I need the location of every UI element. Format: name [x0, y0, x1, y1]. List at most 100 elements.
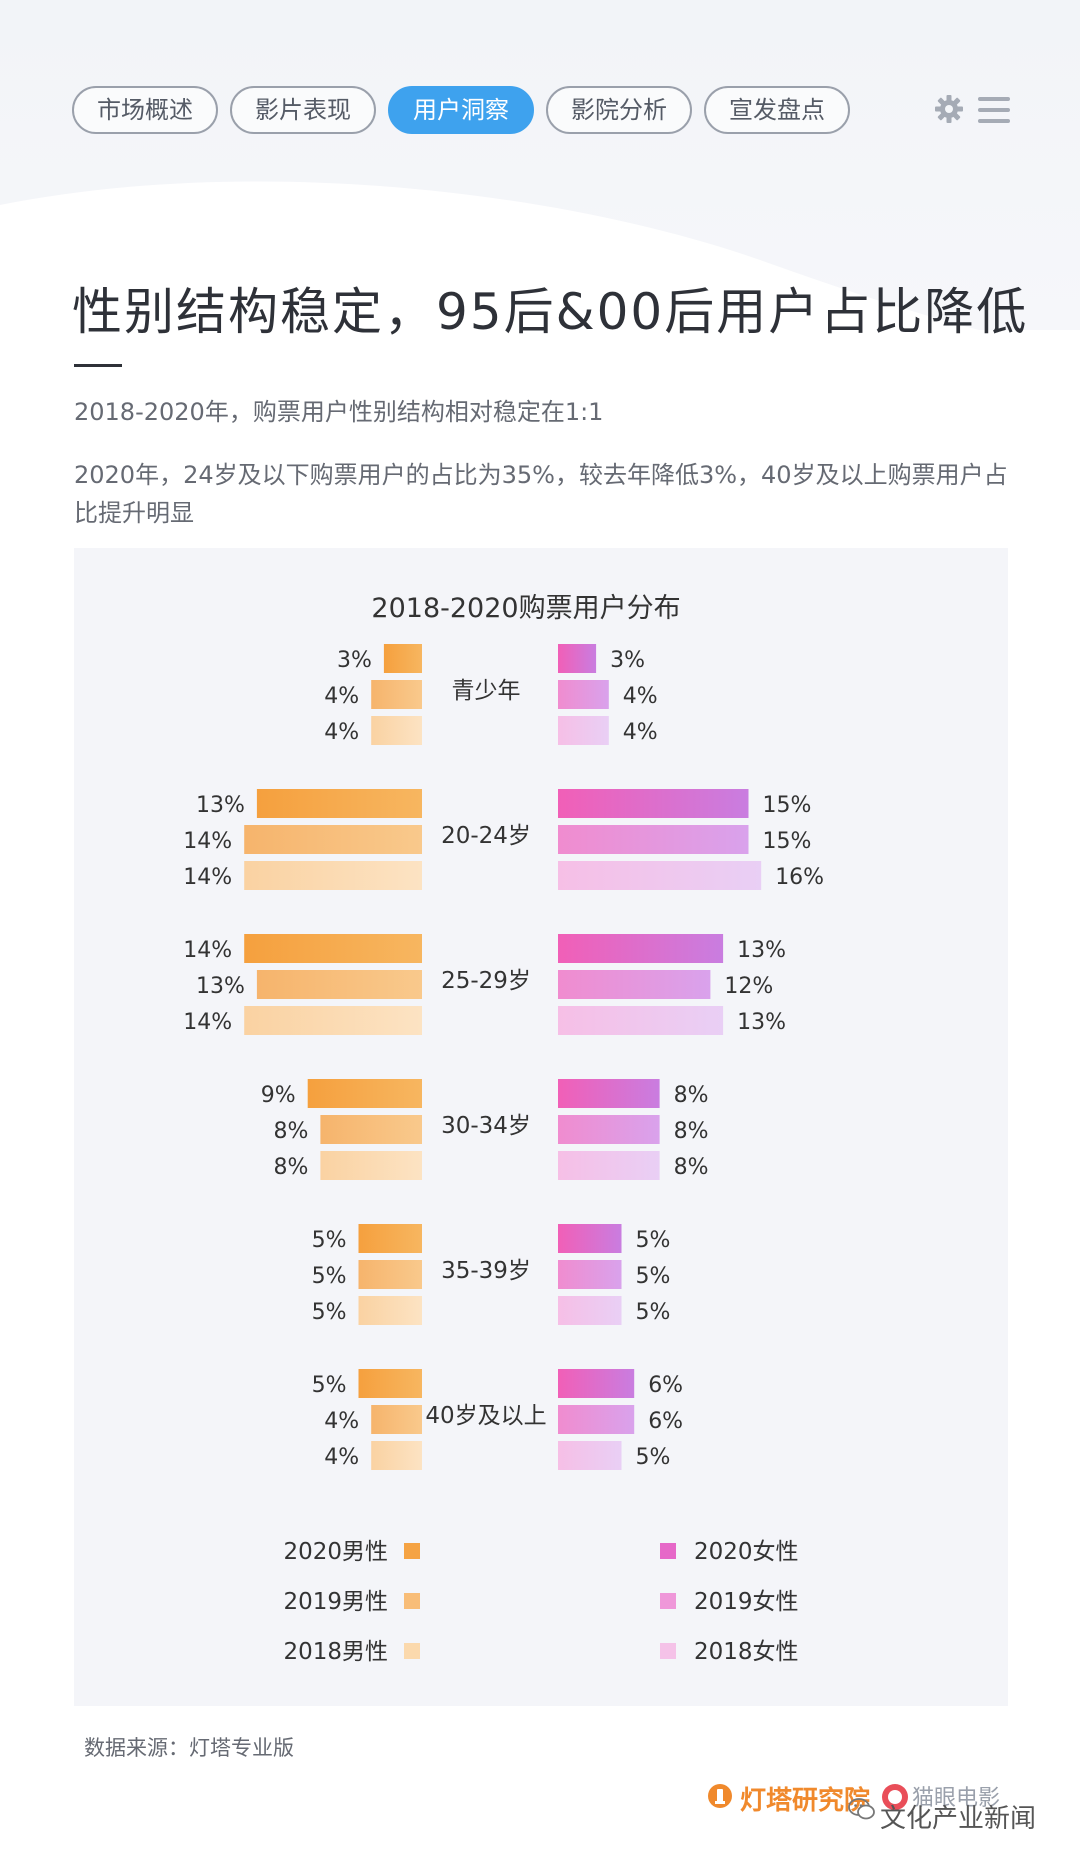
data-label: 13% — [737, 1010, 786, 1035]
data-label: 16% — [775, 865, 824, 890]
data-label: 4% — [324, 1409, 359, 1434]
bar-2019男性-30-34岁 — [320, 1115, 422, 1144]
data-label: 4% — [623, 720, 658, 745]
data-label: 6% — [648, 1373, 683, 1398]
footer-brand: 灯塔研究院 猫眼电影 文化产业新闻 — [706, 1776, 1076, 1834]
bar-2018女性-青少年 — [558, 716, 609, 745]
summary-line-2: 2020年，24岁及以下购票用户的占比为35%，较去年降低3%，40岁及以上购票… — [74, 461, 1008, 527]
data-label: 14% — [183, 938, 232, 963]
bar-2019男性-青少年 — [371, 680, 422, 709]
tab-film-performance[interactable]: 影片表现 — [230, 86, 376, 134]
data-label: 5% — [312, 1300, 347, 1325]
chart-card: 2018-2020购票用户分布 青少年 3% 4% 4% 3% 4% 4% 20-24岁 13%… — [74, 548, 1008, 1706]
data-source: 数据来源：灯塔专业版 — [84, 1736, 294, 1760]
data-label: 14% — [183, 1010, 232, 1035]
title-underline — [74, 364, 122, 367]
data-label: 8% — [674, 1083, 709, 1108]
data-label: 8% — [674, 1119, 709, 1144]
data-label: 5% — [636, 1300, 671, 1325]
bar-2019女性-20-24岁 — [558, 825, 749, 854]
brand-app-name: 猫眼电影 — [912, 1786, 1001, 1811]
butterfly-bar-chart: 2018-2020购票用户分布 青少年 3% 4% 4% 3% 4% 4% 20-24岁 13%… — [183, 593, 824, 1665]
bar-2019女性-40岁及以上 — [558, 1405, 635, 1434]
data-label: 5% — [636, 1228, 671, 1253]
wechat-account-name: 文化产业新闻 — [880, 1804, 1037, 1834]
bar-2020男性-35-39岁 — [358, 1224, 422, 1253]
data-label: 5% — [636, 1264, 671, 1289]
category-label: 20-24岁 — [441, 823, 531, 849]
legend-swatch — [660, 1543, 676, 1559]
bar-2020女性-40岁及以上 — [558, 1369, 635, 1398]
bar-2019女性-35-39岁 — [558, 1260, 622, 1289]
data-label: 5% — [312, 1264, 347, 1289]
bar-2018女性-20-24岁 — [558, 861, 762, 890]
bar-2018女性-40岁及以上 — [558, 1441, 622, 1470]
data-label: 9% — [261, 1083, 296, 1108]
bar-2018男性-30-34岁 — [320, 1151, 422, 1180]
maoyan-logo-icon — [882, 1784, 908, 1810]
bar-2018女性-25-29岁 — [558, 1006, 724, 1035]
category-label: 40岁及以上 — [425, 1403, 546, 1429]
header-wave — [0, 181, 1080, 350]
category-label: 30-34岁 — [441, 1113, 531, 1139]
bar-2018男性-25-29岁 — [244, 1006, 422, 1035]
data-label: 13% — [196, 793, 245, 818]
bar-2019男性-40岁及以上 — [371, 1405, 422, 1434]
legend-label: 2018男性 — [283, 1639, 388, 1665]
bar-2018男性-35-39岁 — [358, 1296, 422, 1325]
data-label: 4% — [324, 684, 359, 709]
legend-swatch — [660, 1593, 676, 1609]
data-label: 13% — [737, 938, 786, 963]
data-label: 8% — [273, 1155, 308, 1180]
bar-2019女性-30-34岁 — [558, 1115, 660, 1144]
data-label: 5% — [636, 1445, 671, 1470]
menu-icon[interactable] — [978, 96, 1010, 124]
data-label: 4% — [623, 684, 658, 709]
nav-tabs: 市场概述 影片表现 用户洞察 影院分析 宣发盘点 — [72, 86, 1072, 134]
legend-label: 2019女性 — [694, 1589, 799, 1615]
data-label: 14% — [183, 865, 232, 890]
data-label: 15% — [763, 829, 812, 854]
bar-2020男性-20-24岁 — [256, 789, 422, 818]
legend-swatch — [404, 1543, 420, 1559]
tab-user-insight[interactable]: 用户洞察 — [388, 86, 534, 134]
legend-label: 2020男性 — [283, 1539, 388, 1565]
data-label: 5% — [312, 1373, 347, 1398]
bar-2020女性-青少年 — [558, 644, 597, 673]
legend-swatch — [660, 1643, 676, 1659]
category-label: 35-39岁 — [441, 1258, 531, 1284]
lighthouse-logo-icon — [708, 1784, 732, 1808]
bar-2019女性-青少年 — [558, 680, 609, 709]
brand-name: 灯塔研究院 — [740, 1786, 871, 1816]
gear-icon[interactable] — [934, 94, 964, 124]
data-label: 4% — [324, 720, 359, 745]
data-label: 4% — [324, 1445, 359, 1470]
chart-title: 2018-2020购票用户分布 — [371, 593, 680, 624]
category-label: 青少年 — [452, 678, 521, 704]
bar-2019男性-25-29岁 — [256, 970, 422, 999]
category-label: 25-29岁 — [441, 968, 531, 994]
bar-2020女性-25-29岁 — [558, 934, 724, 963]
bar-2018男性-40岁及以上 — [371, 1441, 422, 1470]
data-label: 12% — [724, 974, 773, 999]
tab-promotion-review[interactable]: 宣发盘点 — [704, 86, 850, 134]
tab-market-overview[interactable]: 市场概述 — [72, 86, 218, 134]
data-label: 13% — [196, 974, 245, 999]
bar-2020女性-35-39岁 — [558, 1224, 622, 1253]
bar-2019男性-35-39岁 — [358, 1260, 422, 1289]
page-title: 性别结构稳定，95后&00后用户占比降低 — [72, 283, 1029, 341]
data-label: 14% — [183, 829, 232, 854]
legend-label: 2018女性 — [694, 1639, 799, 1665]
summary-line-1: 2018-2020年，购票用户性别结构相对稳定在1:1 — [74, 398, 604, 426]
bar-2018女性-30-34岁 — [558, 1151, 660, 1180]
bar-2020男性-25-29岁 — [244, 934, 422, 963]
bar-2018男性-20-24岁 — [244, 861, 422, 890]
tab-cinema-analysis[interactable]: 影院分析 — [546, 86, 692, 134]
data-label: 6% — [648, 1409, 683, 1434]
bar-2019男性-20-24岁 — [244, 825, 422, 854]
legend-label: 2019男性 — [283, 1589, 388, 1615]
data-label: 15% — [763, 793, 812, 818]
bar-2018女性-35-39岁 — [558, 1296, 622, 1325]
bar-2019女性-25-29岁 — [558, 970, 711, 999]
bar-2020女性-30-34岁 — [558, 1079, 660, 1108]
